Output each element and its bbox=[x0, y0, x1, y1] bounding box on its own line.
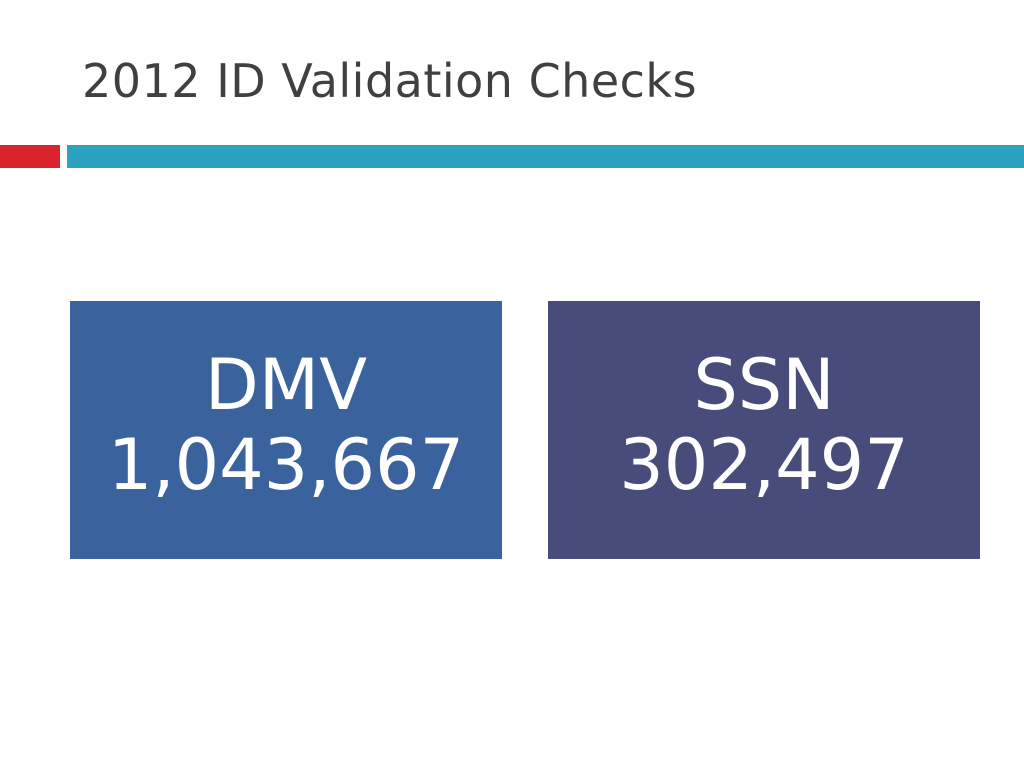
ssn-box: SSN 302,497 bbox=[548, 301, 980, 559]
dmv-value: 1,043,667 bbox=[107, 424, 465, 506]
ssn-label: SSN bbox=[693, 344, 835, 426]
slide-title: 2012 ID Validation Checks bbox=[82, 54, 698, 108]
accent-bar-red bbox=[0, 145, 60, 168]
accent-bar-blue bbox=[67, 145, 1024, 168]
dmv-box: DMV 1,043,667 bbox=[70, 301, 502, 559]
dmv-label: DMV bbox=[204, 344, 368, 426]
ssn-value: 302,497 bbox=[619, 424, 909, 506]
